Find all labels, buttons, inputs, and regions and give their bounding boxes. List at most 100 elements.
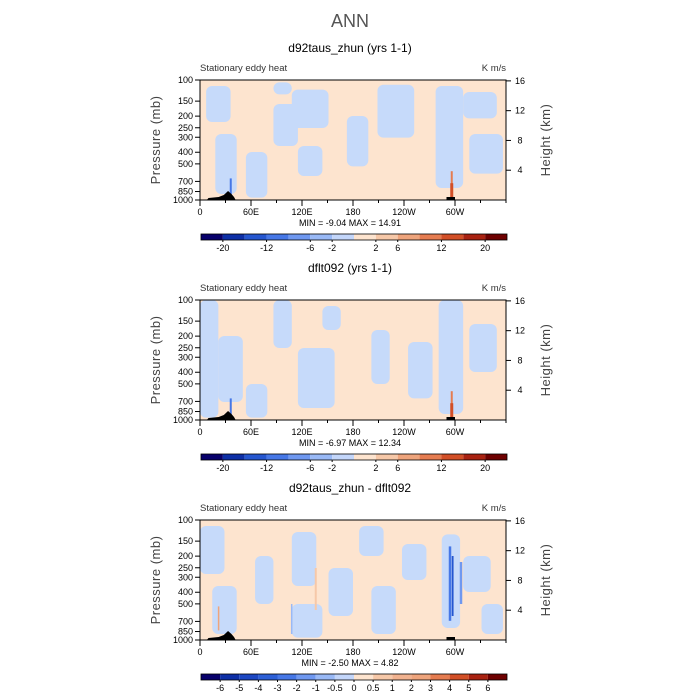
height-tick-label: 8 [517, 355, 522, 365]
panel-variable-label: Stationary eddy heat [200, 503, 288, 514]
colorbar-label: 2 [409, 683, 414, 693]
panel-title: dflt092 (yrs 1-1) [308, 261, 392, 275]
x-tick-label: 0 [197, 647, 202, 657]
negative-region [245, 384, 268, 418]
x-tick-label: 60E [243, 647, 259, 657]
colorbar-label: -6 [216, 683, 224, 693]
colorbar-label: -0.5 [327, 683, 343, 693]
x-tick-label: 60E [243, 207, 259, 217]
colorbar-label: 12 [436, 463, 446, 473]
negative-region [273, 300, 292, 348]
negative-region [297, 146, 323, 176]
min-max-stats: MIN = -9.04 MAX = 14.91 [299, 218, 401, 228]
y-tick-label: 400 [178, 587, 193, 597]
x-tick-label: 120E [291, 647, 312, 657]
colorbar-swatch [277, 674, 297, 680]
colorbar-swatch [310, 454, 333, 460]
colorbar-swatch [266, 454, 289, 460]
positive-anomaly-streak [450, 403, 454, 420]
height-tick-label: 12 [515, 326, 525, 336]
colorbar-swatch [332, 454, 354, 460]
x-tick-label: 180 [345, 647, 360, 657]
height-tick-label: 8 [517, 135, 522, 145]
colorbar-swatch [315, 674, 335, 680]
x-tick-label: 180 [345, 207, 360, 217]
x-tick-label: 120W [392, 207, 416, 217]
height-tick-label: 4 [517, 605, 522, 615]
positive-anomaly-streak [217, 606, 220, 631]
height-tick-label: 4 [517, 165, 522, 175]
y-axis-title: Pressure (mb) [148, 96, 163, 185]
y-tick-label: 200 [178, 331, 193, 341]
y-tick-label: 500 [178, 379, 193, 389]
negative-region [463, 556, 491, 592]
x-tick-label: 60W [446, 207, 465, 217]
colorbar-label: -12 [260, 243, 273, 253]
topography [206, 191, 236, 200]
y-tick-label: 850 [178, 627, 193, 637]
negative-region [200, 526, 225, 574]
colorbar-swatch [244, 234, 267, 240]
colorbar-swatch [354, 674, 374, 680]
negative-region [200, 300, 219, 418]
colorbar-swatch [419, 234, 442, 240]
negative-region [255, 556, 274, 604]
y-tick-label: 250 [178, 563, 193, 573]
colorbar-swatch [463, 234, 486, 240]
negative-anomaly-streak [229, 178, 232, 198]
colorbar-swatch [373, 674, 393, 680]
contour-field [200, 300, 506, 420]
negative-anomaly-streak [451, 556, 454, 616]
y-tick-label: 300 [178, 572, 193, 582]
negative-region [371, 586, 396, 634]
height-tick-label: 16 [515, 76, 525, 86]
colorbar-swatch [354, 454, 376, 460]
chart-panel-1: d92taus_zhun (yrs 1-1)Stationary eddy he… [148, 41, 553, 253]
colorbar-swatch [397, 454, 420, 460]
topography [206, 411, 236, 420]
colorbar-label: 1 [390, 683, 395, 693]
panels: d92taus_zhun (yrs 1-1)Stationary eddy he… [148, 41, 553, 693]
contour-field [200, 520, 506, 640]
negative-region [212, 586, 237, 634]
x-tick-label: 0 [197, 207, 202, 217]
y-tick-label: 100 [178, 515, 193, 525]
panel-variable-label: Stationary eddy heat [200, 63, 288, 74]
y-tick-label: 250 [178, 123, 193, 133]
colorbar-label: -3 [273, 683, 281, 693]
topography [446, 197, 455, 200]
colorbar-swatch [244, 454, 267, 460]
colorbar-swatch [288, 454, 311, 460]
colorbar-label: 2 [373, 243, 378, 253]
colorbar-swatch [201, 674, 221, 680]
x-tick-label: 0 [197, 427, 202, 437]
y-axis-title: Pressure (mb) [148, 316, 163, 405]
colorbar-swatch [332, 234, 354, 240]
right-axis-title: Height (km) [538, 544, 553, 617]
colorbar-swatch [430, 674, 450, 680]
colorbar-swatch [441, 454, 464, 460]
colorbar-swatch [354, 234, 376, 240]
figure-title: ANN [331, 11, 369, 31]
negative-region [346, 116, 369, 167]
colorbar-swatch [375, 454, 398, 460]
y-tick-label: 500 [178, 159, 193, 169]
colorbar-swatch [296, 674, 316, 680]
colorbar-swatch [411, 674, 431, 680]
contour-field [200, 80, 506, 200]
negative-region [408, 342, 433, 399]
colorbar-swatch [266, 234, 289, 240]
height-tick-label: 4 [517, 385, 522, 395]
positive-anomaly-streak [314, 568, 317, 610]
x-tick-label: 60E [243, 427, 259, 437]
colorbar-label: 6 [395, 243, 400, 253]
y-tick-label: 700 [178, 176, 193, 186]
y-tick-label: 700 [178, 616, 193, 626]
negative-region [469, 134, 503, 174]
panel-units-label: K m/s [482, 63, 507, 74]
negative-region [218, 336, 243, 402]
min-max-stats: MIN = -6.97 MAX = 12.34 [299, 438, 401, 448]
colorbar-label: -12 [260, 463, 273, 473]
colorbar-label: 20 [480, 463, 490, 473]
